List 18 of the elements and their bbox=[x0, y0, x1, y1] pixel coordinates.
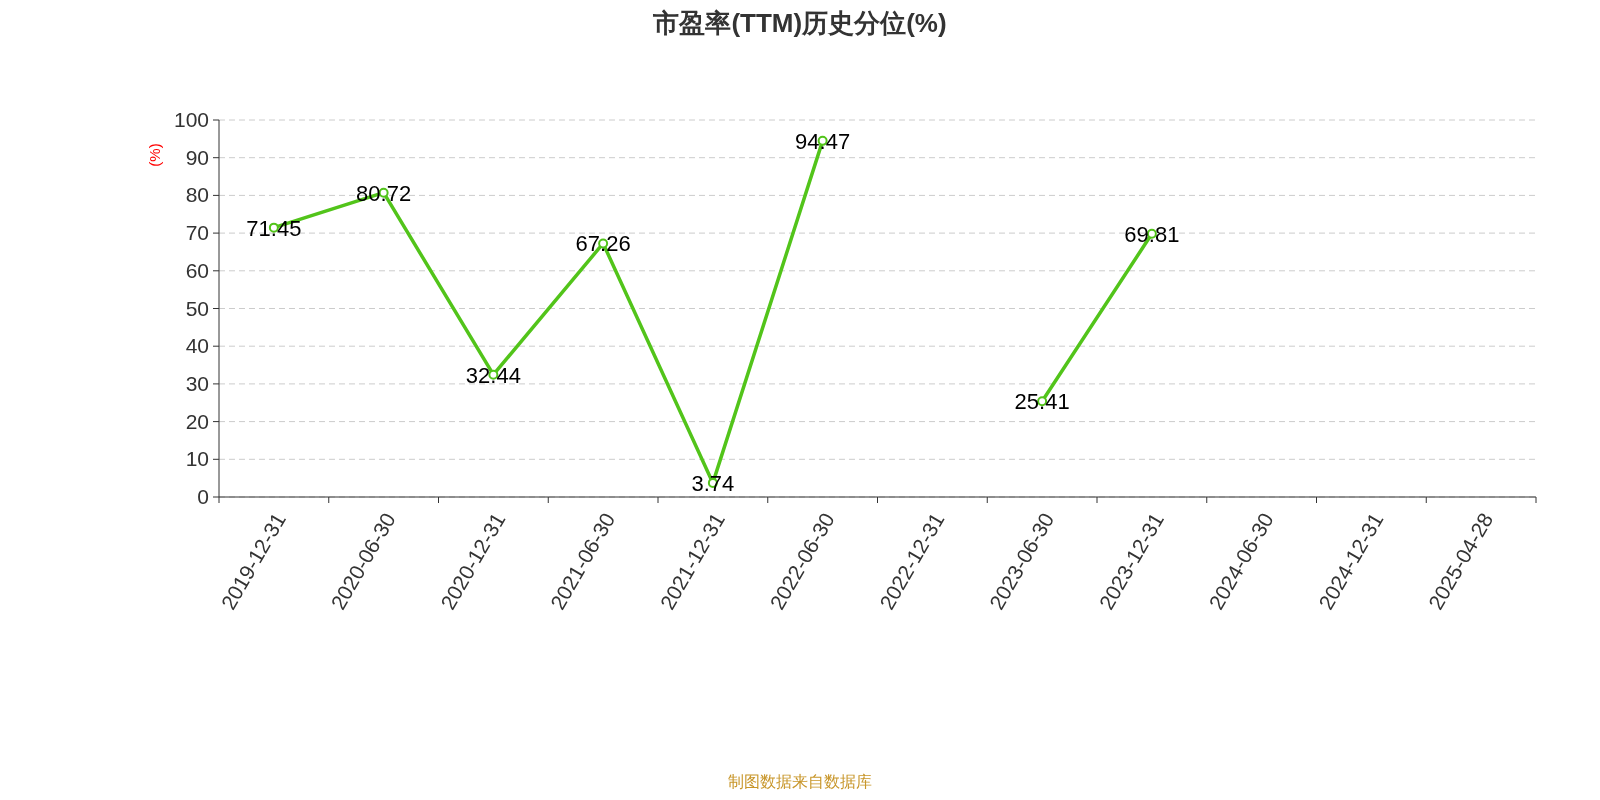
y-tick-label: 100 bbox=[173, 108, 209, 131]
y-tick-label: 90 bbox=[185, 145, 209, 169]
y-tick-label: 40 bbox=[185, 334, 209, 358]
y-tick-label: 50 bbox=[185, 296, 209, 320]
chart-title: 市盈率(TTM)历史分位(%) bbox=[652, 8, 947, 38]
data-label: 32.44 bbox=[465, 362, 521, 388]
y-tick-label: 20 bbox=[185, 409, 209, 433]
text: 制图数据来自数据库 bbox=[728, 773, 872, 790]
data-label: 3.74 bbox=[691, 470, 735, 496]
data-label: 25.41 bbox=[1014, 389, 1070, 415]
y-tick-label: 70 bbox=[185, 221, 209, 245]
y-tick-label: 0 bbox=[197, 485, 209, 508]
y-tick-label: 80 bbox=[185, 183, 209, 207]
y-tick-label: 30 bbox=[185, 371, 209, 395]
data-label: 71.45 bbox=[246, 215, 302, 241]
y-tick-label: 10 bbox=[185, 447, 209, 471]
y-tick-label: 60 bbox=[185, 258, 209, 282]
y-axis-title: (%) bbox=[146, 143, 163, 167]
